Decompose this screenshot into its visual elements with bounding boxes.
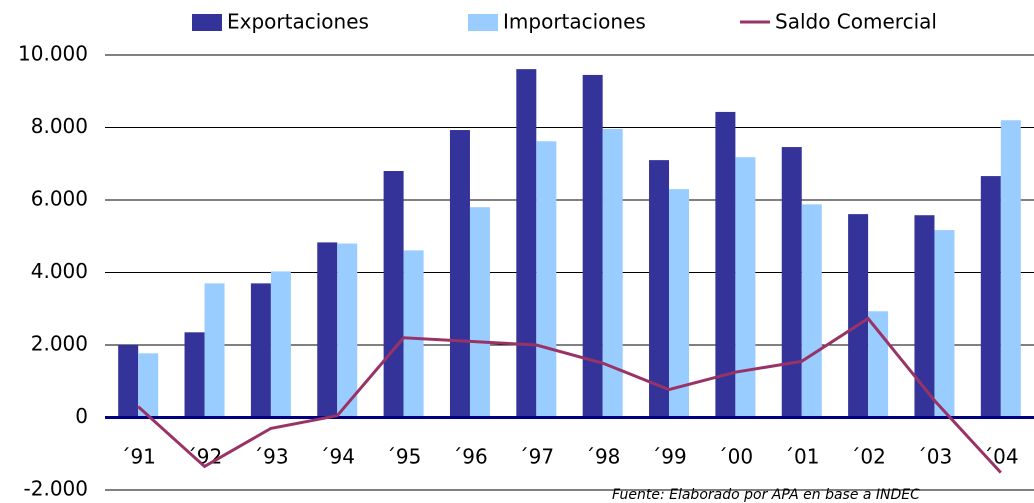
bar [449,130,470,418]
x-tick-label: ´02 [850,445,885,469]
legend-label: Exportaciones [227,10,369,34]
x-tick-label: ´00 [718,445,753,469]
source-note: Fuente: Elaborado por APA en base a INDE… [612,487,920,503]
y-tick-label: 2.000 [31,332,88,356]
bar [781,147,802,418]
x-tick-label: ´96 [452,445,487,469]
x-tick-label: ´97 [519,445,554,469]
y-tick-label: 0 [75,404,88,428]
y-tick-label: 6.000 [31,187,88,211]
bar [934,230,955,418]
legend-swatch [192,14,222,31]
x-tick-label: ´95 [386,445,421,469]
legend-label: Saldo Comercial [775,10,937,34]
x-tick-label: ´04 [983,445,1018,469]
bar [914,215,935,418]
legend-swatch [468,14,498,31]
bar [980,176,1001,418]
x-tick-label: ´93 [253,445,288,469]
y-tick-label: -2.000 [24,477,88,501]
bar [250,283,271,418]
bar [715,111,736,418]
x-tick-label: ´91 [120,445,155,469]
legend-label: Importaciones [503,10,646,34]
bar [403,250,424,418]
bar [536,141,557,418]
bar [270,271,291,418]
y-tick-label: 4.000 [31,259,88,283]
bar [138,353,159,418]
bar [1000,120,1021,418]
bar [582,74,603,418]
bar [337,243,358,418]
bar [204,283,225,418]
x-tick-label: ´98 [585,445,620,469]
bar [868,311,889,418]
bar [735,157,756,418]
x-tick-label: ´99 [651,445,686,469]
bar [602,128,623,418]
bar [649,160,670,418]
bar [848,214,869,418]
bar [669,189,690,418]
line-series [137,316,1002,474]
bar [469,207,490,418]
x-tick-label: ´03 [917,445,952,469]
bar [118,345,139,418]
bar [383,171,404,418]
bar [801,204,822,418]
bar [516,69,537,418]
y-tick-label: 10.000 [18,42,88,66]
bar [317,242,338,418]
x-tick-label: ´01 [784,445,819,469]
x-tick-label: ´94 [320,445,355,469]
bar [184,332,205,418]
y-tick-label: 8.000 [31,114,88,138]
